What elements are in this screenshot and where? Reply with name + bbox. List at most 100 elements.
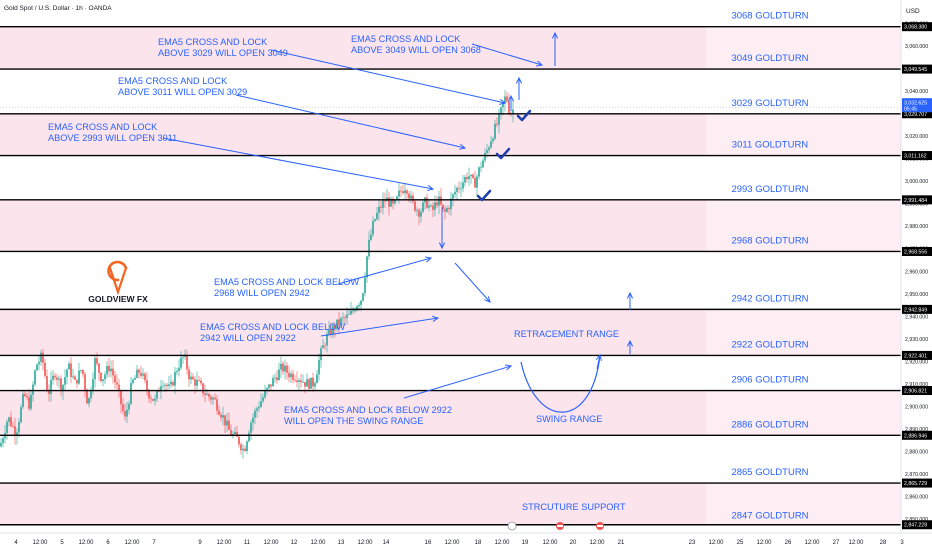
y-tick-label: 3,020.000 — [905, 134, 928, 140]
swing-range-head — [596, 354, 601, 370]
candle-body — [312, 377, 314, 387]
candle-body — [218, 410, 220, 415]
candle-body — [162, 385, 164, 387]
candle-body — [430, 205, 432, 207]
candle-body — [122, 404, 124, 411]
y-tick-label: 2,990.000 — [905, 202, 928, 208]
candle-body — [248, 432, 250, 442]
candle-body — [146, 380, 148, 391]
candle-body — [456, 187, 458, 192]
annotation-text: ABOVE 2993 WILL OPEN 3011 — [48, 133, 177, 143]
level-badge-11[interactable] — [902, 478, 932, 488]
zone-band-right-2 — [706, 113, 901, 156]
level-badge-8[interactable] — [902, 350, 932, 360]
level-badge-12[interactable] — [902, 520, 932, 530]
price-badges[interactable]: 3,068.380 3,049.545 3,029.707 3,011.162 2,99… — [902, 22, 932, 530]
level-badge-text-7: 2,942.849 — [904, 307, 927, 313]
level-badge-text-10: 2,886.946 — [904, 433, 927, 439]
candle-body — [66, 369, 68, 378]
candle-body — [360, 300, 362, 305]
candle-body — [432, 205, 434, 210]
level-badge-2[interactable] — [902, 64, 932, 74]
event-marker-icon[interactable] — [507, 521, 517, 531]
level-badge-5[interactable] — [902, 195, 932, 205]
candle-body — [76, 379, 78, 384]
candle-body — [106, 365, 108, 375]
level-name-5: 2993 GOLDTURN — [731, 184, 808, 195]
candle-body — [188, 369, 190, 380]
level-badge-text-8: 2,922.401 — [904, 353, 927, 359]
candle-body — [64, 377, 66, 385]
candle-body — [434, 202, 436, 210]
level-badge-4[interactable] — [902, 151, 932, 161]
arrow-2993-3011 — [162, 137, 434, 190]
candle-body — [316, 374, 318, 384]
candle-body — [70, 363, 72, 377]
candle-body — [236, 432, 238, 437]
candle-body — [394, 200, 396, 204]
candle-body — [506, 96, 508, 102]
candle-body — [20, 407, 22, 423]
annotation-text: ABOVE 3049 WILL OPEN 3068 — [351, 45, 481, 55]
arrow-below-2968 — [337, 257, 432, 285]
level-badge-9[interactable] — [902, 386, 932, 396]
candle-body — [90, 390, 92, 399]
candle-body — [470, 174, 472, 177]
candle-body — [428, 205, 430, 208]
candle-body — [422, 202, 424, 212]
candle-body — [314, 383, 316, 387]
current-price-badge[interactable] — [902, 98, 932, 113]
candle-body — [216, 399, 218, 411]
candle-body — [102, 379, 104, 381]
candle-body — [342, 317, 344, 319]
candle-body — [346, 314, 348, 318]
x-tick-label: 13 — [338, 540, 345, 546]
candle-body — [92, 379, 94, 391]
candle-body — [54, 375, 56, 378]
candle-body — [284, 365, 286, 372]
candle-body — [512, 109, 514, 114]
level-name-9: 2906 GOLDTURN — [731, 375, 808, 386]
candle-body — [192, 376, 194, 380]
annotation-text: STRCUTURE SUPPORT — [522, 502, 626, 512]
candle-body — [176, 370, 178, 373]
level-badge-10[interactable] — [902, 430, 932, 440]
annotation-text: RETRACEMENT RANGE — [514, 329, 619, 339]
candle-body — [160, 386, 162, 392]
candle-body — [254, 410, 256, 418]
y-tick-label: 3,040.000 — [905, 89, 928, 95]
check-mark-icon — [495, 147, 511, 160]
candle-body — [484, 152, 486, 161]
candle-body — [82, 369, 84, 375]
candle-body — [116, 382, 118, 385]
candle-body — [28, 397, 30, 409]
candle-body — [408, 193, 410, 199]
candle-body — [496, 123, 498, 125]
candle-body — [2, 438, 4, 443]
candle-body — [380, 206, 382, 208]
candle-body — [18, 422, 20, 433]
level-badge-7[interactable] — [902, 304, 932, 314]
candle-body — [354, 310, 356, 312]
level-badge-6[interactable] — [902, 246, 932, 256]
candle-body — [336, 319, 338, 330]
level-badge-text-6: 2,968.556 — [904, 249, 927, 255]
candle-body — [8, 417, 10, 422]
level-name-3: 3029 GOLDTURN — [731, 98, 808, 109]
candle-body — [362, 293, 364, 301]
level-badge-3[interactable] — [902, 109, 932, 119]
candle-body — [110, 368, 112, 372]
candle-body — [384, 200, 386, 202]
level-badge-1[interactable] — [902, 22, 932, 32]
candle-body — [478, 167, 480, 177]
candle-body — [258, 406, 260, 409]
x-tick-label: 14 — [383, 540, 390, 546]
arrow-up-2922-head — [626, 339, 634, 347]
goldview-logo-point-icon — [108, 267, 128, 296]
arrow-below-2922 — [403, 365, 512, 399]
candle-body — [292, 373, 294, 380]
candle-body — [182, 356, 184, 358]
candle-body — [356, 306, 358, 311]
candle-body — [260, 401, 262, 407]
candle-body — [190, 376, 192, 380]
